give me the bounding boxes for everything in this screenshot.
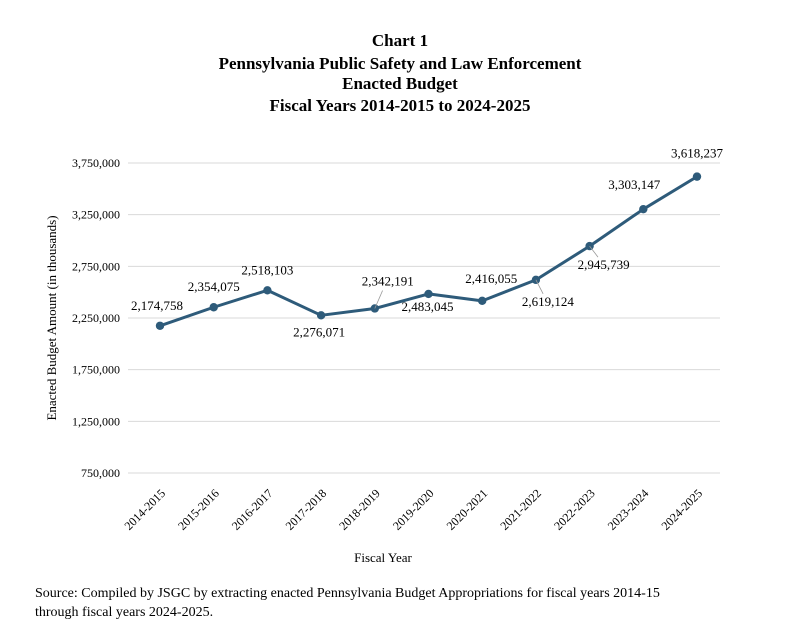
x-tick-label: 2019-2020 <box>390 486 437 533</box>
label-leader-line <box>374 290 383 309</box>
label-leader-line <box>589 245 599 258</box>
data-label: 2,342,191 <box>362 273 414 288</box>
gridlines <box>128 162 720 474</box>
y-tick-label: 2,750,000 <box>72 259 120 273</box>
x-tick-label: 2021-2022 <box>497 486 544 533</box>
x-tick-label: 2020-2021 <box>444 486 491 533</box>
y-tick-label: 1,250,000 <box>72 414 120 428</box>
data-label: 2,174,758 <box>131 298 183 313</box>
data-label: 2,619,124 <box>522 294 575 309</box>
y-tick-label: 750,000 <box>81 466 120 480</box>
data-label: 2,518,103 <box>241 262 293 277</box>
data-point <box>209 303 218 312</box>
title-line-2: Pennsylvania Public Safety and Law Enfor… <box>219 54 582 73</box>
source-line-2: through fiscal years 2024-2025. <box>35 605 213 620</box>
data-label: 2,354,075 <box>188 279 240 294</box>
data-point <box>263 286 272 295</box>
title-line-4: Fiscal Years 2014-2015 to 2024-2025 <box>270 96 531 115</box>
x-tick-label: 2024-2025 <box>658 486 705 533</box>
y-axis-ticks: 750,000 1,250,000 1,750,000 2,250,000 2,750,… <box>72 156 120 480</box>
x-tick-label: 2018-2019 <box>336 486 383 533</box>
data-point <box>478 296 487 306</box>
data-point <box>692 172 702 181</box>
y-tick-label: 2,250,000 <box>72 311 120 325</box>
data-label: 2,416,055 <box>465 271 517 286</box>
source-line-1: Source: Compiled by JSGC by extracting e… <box>35 586 660 601</box>
data-label: 2,945,739 <box>578 257 630 272</box>
data-point <box>424 289 433 299</box>
data-point <box>155 321 165 330</box>
title-line-3: Enacted Budget <box>342 74 458 93</box>
x-tick-label: 2014-2015 <box>121 486 168 533</box>
y-tick-label: 3,750,000 <box>72 156 120 170</box>
source-note: Source: Compiled by JSGC by extracting e… <box>35 586 660 620</box>
y-tick-label: 1,750,000 <box>72 363 120 377</box>
x-axis-ticks: 2014-2015 2015-2016 2016-2017 2017-2018 2018… <box>121 486 705 533</box>
chart-title: Chart 1 Pennsylvania Public Safety and L… <box>219 31 582 115</box>
data-point <box>639 204 648 214</box>
x-axis-title: Fiscal Year <box>354 550 412 565</box>
data-label: 3,618,237 <box>671 146 724 161</box>
x-tick-label: 2023-2024 <box>605 486 652 533</box>
x-tick-label: 2015-2016 <box>175 486 222 533</box>
y-tick-label: 3,250,000 <box>72 208 120 222</box>
x-tick-label: 2022-2023 <box>551 486 598 533</box>
data-point <box>316 311 326 320</box>
title-line-1: Chart 1 <box>372 31 428 50</box>
y-axis-title: Enacted Budget Amount (in thousands) <box>44 215 59 420</box>
data-label: 2,483,045 <box>402 299 454 314</box>
x-tick-label: 2016-2017 <box>229 486 276 533</box>
data-label: 2,276,071 <box>293 324 345 339</box>
data-label: 3,303,147 <box>608 177 661 192</box>
label-leader-line <box>535 279 544 295</box>
x-tick-label: 2017-2018 <box>283 486 330 533</box>
